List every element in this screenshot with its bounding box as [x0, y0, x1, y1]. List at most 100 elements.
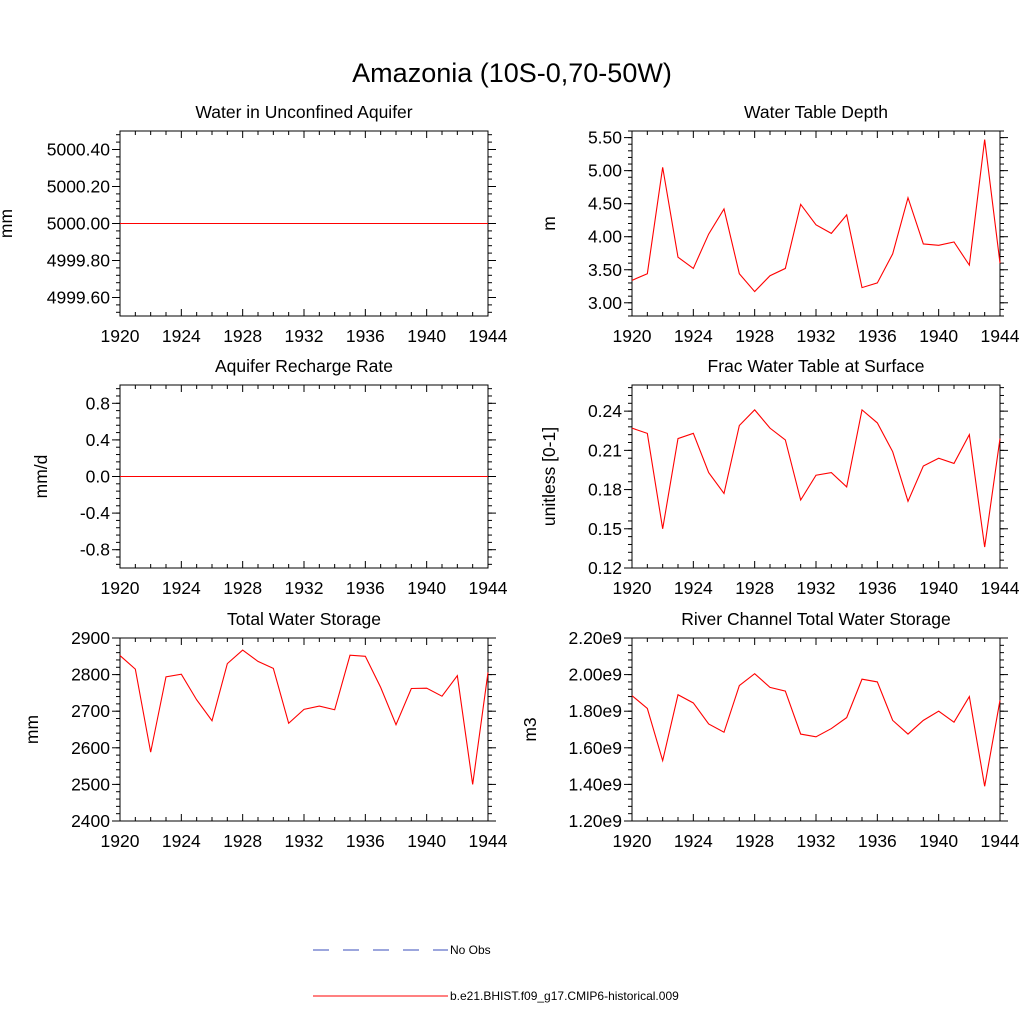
x-tick-label: 1924: [162, 831, 201, 851]
y-tick-label: 5000.20: [47, 177, 111, 197]
x-tick-label: 1932: [285, 831, 324, 851]
x-tick-label: 1924: [674, 578, 713, 598]
y-tick-label: 0.21: [588, 440, 622, 460]
x-tick-label: 1920: [101, 326, 140, 346]
panel-aquifer-recharge-rate: Aquifer Recharge Rate 1920 1924 1928 1932 193…: [31, 356, 508, 598]
x-tick-label: 1928: [223, 326, 262, 346]
x-tick-label: 1936: [858, 326, 897, 346]
legend-label-b-e21-bhist-f09-g17-cmip6-historical-009: b.e21.BHIST.f09_g17.CMIP6-historical.009: [450, 989, 679, 1003]
y-tick-label: 5000.40: [47, 140, 111, 160]
x-tick-label: 1944: [469, 831, 508, 851]
y-tick-label: 0.12: [588, 558, 622, 578]
y-tick-label: 2600: [71, 738, 110, 758]
x-tick-label: 1928: [735, 326, 774, 346]
y-tick-label: 0.4: [86, 430, 111, 450]
x-tick-label: 1944: [981, 831, 1020, 851]
x-tick-label: 1936: [346, 831, 385, 851]
y-tick-label: 0.15: [588, 519, 622, 539]
x-tick-label: 1936: [858, 831, 897, 851]
panel-title: Water in Unconfined Aquifer: [195, 102, 412, 122]
y-tick-label: 1.60e9: [568, 738, 622, 758]
y-tick-label: 4999.80: [47, 251, 111, 271]
x-tick-label: 1928: [223, 831, 262, 851]
figure-title: Amazonia (10S-0,70-50W): [352, 58, 672, 88]
y-axis-label: unitless [0-1]: [539, 427, 559, 526]
legend: No Obs b.e21.BHIST.f09_g17.CMIP6-historic…: [313, 943, 679, 1003]
x-tick-label: 1924: [162, 578, 201, 598]
x-tick-label: 1920: [101, 578, 140, 598]
y-axis-label: mm: [0, 209, 16, 238]
y-tick-label: 2400: [71, 811, 110, 831]
x-tick-label: 1932: [797, 831, 836, 851]
x-tick-label: 1940: [919, 578, 958, 598]
y-tick-label: 2700: [71, 701, 110, 721]
panel-water-table-depth: Water Table Depth 1920 1924 1928 1932 1936 194…: [539, 102, 1020, 346]
x-tick-label: 1940: [407, 578, 446, 598]
x-tick-label: 1932: [797, 326, 836, 346]
y-tick-label: -0.4: [80, 503, 110, 523]
x-tick-label: 1932: [797, 578, 836, 598]
series-line-b-e21-bhist-f09-g17-cmip6-historical-009: [119, 649, 489, 785]
x-tick-label: 1944: [981, 326, 1020, 346]
panel-title: Aquifer Recharge Rate: [215, 356, 393, 376]
y-tick-label: 2.20e9: [568, 628, 622, 648]
y-tick-label: 5.00: [588, 161, 622, 181]
y-axis-label: mm: [22, 715, 42, 744]
x-tick-label: 1924: [162, 326, 201, 346]
y-tick-label: 0.8: [86, 393, 110, 413]
y-tick-label: -0.8: [80, 540, 110, 560]
series-line-b-e21-bhist-f09-g17-cmip6-historical-009: [631, 408, 1001, 548]
x-tick-label: 1936: [346, 326, 385, 346]
x-tick-label: 1944: [981, 578, 1020, 598]
x-tick-label: 1928: [735, 831, 774, 851]
x-tick-label: 1920: [613, 831, 652, 851]
x-tick-label: 1920: [613, 578, 652, 598]
panel-grid: Water in Unconfined Aquifer 1920 1924 1928 1…: [0, 102, 1020, 851]
y-tick-label: 0.18: [588, 480, 622, 500]
x-tick-label: 1928: [223, 578, 262, 598]
x-tick-label: 1920: [101, 831, 140, 851]
y-tick-label: 1.80e9: [568, 701, 622, 721]
x-tick-label: 1932: [285, 326, 324, 346]
legend-label-no-obs: No Obs: [450, 943, 491, 957]
x-tick-label: 1940: [407, 326, 446, 346]
x-tick-label: 1936: [858, 578, 897, 598]
x-tick-label: 1936: [346, 578, 385, 598]
panel-title: Frac Water Table at Surface: [708, 356, 925, 376]
x-tick-label: 1940: [919, 831, 958, 851]
y-axis-label: m: [539, 216, 559, 231]
panel-title: River Channel Total Water Storage: [681, 609, 950, 629]
y-tick-label: 1.20e9: [568, 811, 622, 831]
x-tick-label: 1940: [919, 326, 958, 346]
panel-total-water-storage: Total Water Storage 1920 1924 1928 1932 1936 1…: [22, 609, 508, 851]
x-tick-label: 1932: [285, 578, 324, 598]
y-axis-label: mm/d: [31, 455, 51, 499]
y-tick-label: 1.40e9: [568, 774, 622, 794]
series-line-b-e21-bhist-f09-g17-cmip6-historical-009: [631, 139, 1001, 293]
y-tick-label: 4.00: [588, 227, 622, 247]
y-axis-label: m3: [520, 717, 540, 741]
x-tick-label: 1928: [735, 578, 774, 598]
x-tick-label: 1924: [674, 326, 713, 346]
x-tick-label: 1920: [613, 326, 652, 346]
panel-frac-water-table-at-surface: Frac Water Table at Surface 1920 1924 1928 1…: [539, 356, 1020, 598]
panel-river-channel-total-water-storage: River Channel Total Water Storage 1920 192…: [520, 609, 1020, 851]
y-tick-label: 0.0: [86, 467, 111, 487]
y-tick-label: 2900: [71, 628, 110, 648]
y-tick-label: 5.50: [588, 128, 622, 148]
y-tick-label: 5000.00: [47, 214, 111, 234]
x-tick-label: 1924: [674, 831, 713, 851]
x-tick-label: 1944: [469, 326, 508, 346]
y-tick-label: 3.00: [588, 293, 622, 313]
y-tick-label: 4.50: [588, 194, 622, 214]
panel-water-in-unconfined-aquifer: Water in Unconfined Aquifer 1920 1924 1928 1…: [0, 102, 508, 346]
x-tick-label: 1940: [407, 831, 446, 851]
y-tick-label: 4999.60: [47, 288, 111, 308]
series-line-b-e21-bhist-f09-g17-cmip6-historical-009: [631, 672, 1001, 787]
panel-title: Water Table Depth: [744, 102, 888, 122]
y-tick-label: 3.50: [588, 260, 622, 280]
y-tick-label: 0.24: [588, 401, 622, 421]
y-tick-label: 2.00e9: [568, 665, 622, 685]
